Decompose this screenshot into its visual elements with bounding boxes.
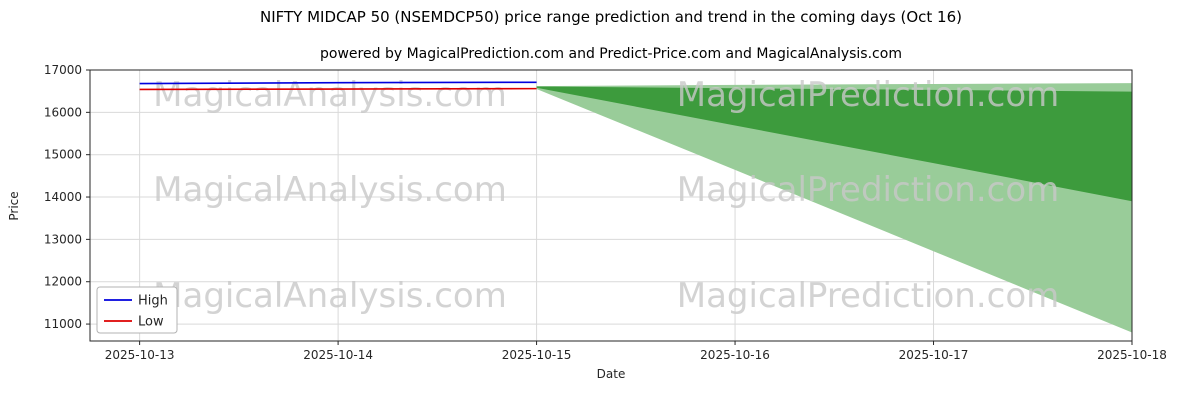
x-tick-label: 2025-10-17 bbox=[899, 348, 969, 362]
x-tick-label: 2025-10-18 bbox=[1097, 348, 1167, 362]
series-line-high bbox=[139, 81, 537, 85]
inner-prediction-band bbox=[536, 86, 1132, 202]
legend-label-high: High bbox=[138, 294, 168, 309]
x-tick-label: 2025-10-16 bbox=[700, 348, 770, 362]
y-tick-label: 11000 bbox=[44, 317, 82, 331]
watermark-text: MagicalAnalysis.com bbox=[153, 170, 507, 210]
y-tick-label: 16000 bbox=[44, 105, 82, 119]
plot-area: MagicalAnalysis.com MagicalPrediction.com… bbox=[44, 63, 1167, 362]
legend-label-low: Low bbox=[138, 315, 164, 330]
watermark-text: MagicalAnalysis.com bbox=[153, 276, 507, 316]
chart-subtitle: powered by MagicalPrediction.com and Pre… bbox=[320, 46, 902, 62]
chart-title: NIFTY MIDCAP 50 (NSEMDCP50) price range … bbox=[260, 8, 962, 26]
y-tick-label: 14000 bbox=[44, 190, 82, 204]
x-tick-label: 2025-10-15 bbox=[502, 348, 572, 362]
watermark-text: MagicalAnalysis.com bbox=[153, 75, 507, 115]
x-axis-title: Date bbox=[597, 367, 626, 381]
series-line-low bbox=[139, 87, 537, 91]
y-tick-label: 13000 bbox=[44, 232, 82, 246]
y-tick-label: 15000 bbox=[44, 148, 82, 162]
y-tick-label: 12000 bbox=[44, 275, 82, 289]
y-axis-title: Price bbox=[7, 191, 21, 220]
y-tick-label: 17000 bbox=[44, 63, 82, 77]
plot-border bbox=[89, 69, 1133, 342]
watermark-text: MagicalPrediction.com bbox=[677, 276, 1060, 316]
x-tick-label: 2025-10-14 bbox=[303, 348, 373, 362]
watermark-text: MagicalPrediction.com bbox=[677, 75, 1060, 115]
x-tick-label: 2025-10-13 bbox=[105, 348, 175, 362]
watermark-text: MagicalPrediction.com bbox=[677, 170, 1060, 210]
